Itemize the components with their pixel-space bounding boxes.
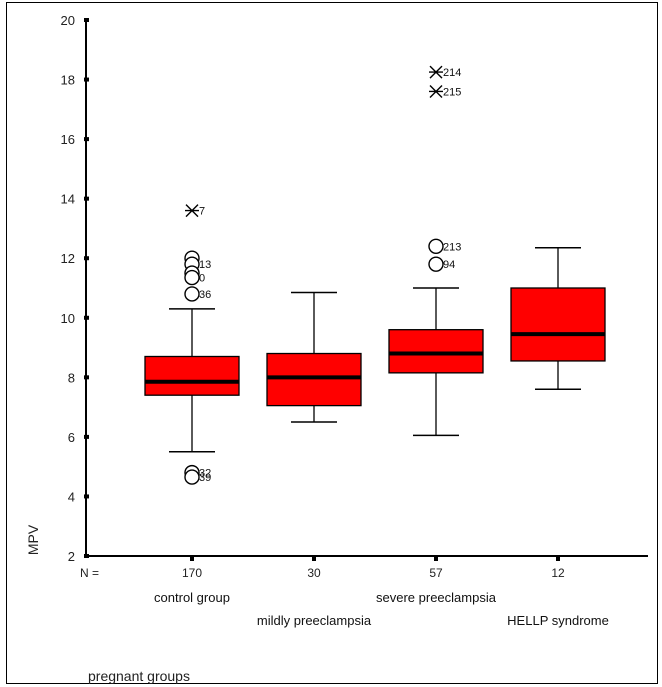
y-tick-8 — [84, 375, 89, 380]
y-tick-label-16: 16 — [61, 132, 75, 147]
box-severe-preeclampsia — [388, 329, 484, 374]
x-axis-title: pregnant groups — [88, 668, 190, 684]
y-tick-label-8: 8 — [68, 370, 75, 385]
y-tick-label-12: 12 — [61, 251, 75, 266]
category-label-severe-preeclampsia: severe preeclampsia — [376, 590, 497, 605]
x-tick-hellp-syndrome — [556, 555, 560, 561]
outlier-circle-control-group-7 — [184, 469, 200, 485]
outlier-circle-severe-preeclampsia-3 — [428, 256, 444, 272]
y-tick-6 — [84, 434, 89, 439]
category-label-mildly-preeclampsia: mildly preeclampsia — [257, 613, 372, 628]
outlier-label-severe-preeclampsia-0: 214 — [443, 67, 461, 79]
y-tick-16 — [84, 137, 89, 142]
outlier-label-control-group-5: 36 — [199, 289, 211, 301]
n-count-severe-preeclampsia: 57 — [429, 566, 443, 580]
x-tick-mildly-preeclampsia — [312, 555, 316, 561]
n-count-mildly-preeclampsia: 30 — [307, 566, 321, 580]
category-label-hellp-syndrome: HELLP syndrome — [507, 613, 609, 628]
y-axis-title: MPV — [25, 524, 41, 555]
box-mildly-preeclampsia — [266, 352, 362, 407]
box-hellp-syndrome — [510, 287, 606, 362]
y-tick-20 — [84, 18, 89, 22]
outlier-star-control-group-0 — [185, 204, 199, 218]
box-control-group — [144, 355, 240, 396]
outlier-label-control-group-6: 32 — [199, 468, 211, 480]
outlier-circle-severe-preeclampsia-2 — [428, 238, 444, 255]
outlier-label-control-group-4: 0 — [199, 273, 205, 285]
y-tick-10 — [84, 315, 89, 320]
outlier-label-control-group-2: 13 — [199, 259, 211, 271]
y-tick-label-4: 4 — [68, 489, 75, 504]
outlier-label-severe-preeclampsia-3: 94 — [443, 259, 455, 271]
n-prefix-label: N = — [80, 566, 99, 580]
outlier-label-severe-preeclampsia-1: 215 — [443, 86, 461, 98]
outlier-label-control-group-0: 7 — [199, 206, 205, 218]
outlier-label-severe-preeclampsia-2: 213 — [443, 241, 461, 253]
y-tick-label-2: 2 — [68, 549, 75, 564]
y-tick-18 — [84, 77, 89, 82]
y-tick-2 — [84, 554, 89, 558]
y-tick-label-6: 6 — [68, 430, 75, 445]
n-count-hellp-syndrome: 12 — [551, 566, 565, 580]
outlier-circle-control-group-5 — [184, 286, 200, 302]
outlier-circle-control-group-4 — [184, 269, 200, 286]
x-tick-control-group — [190, 555, 194, 561]
outlier-label-control-group-7: 39 — [199, 472, 211, 484]
y-tick-label-14: 14 — [61, 192, 75, 207]
y-tick-14 — [84, 196, 89, 201]
category-label-control-group: control group — [154, 590, 230, 605]
y-tick-label-10: 10 — [61, 311, 75, 326]
outlier-star-severe-preeclampsia-0 — [429, 65, 443, 79]
n-count-control-group: 170 — [182, 566, 202, 580]
outlier-star-severe-preeclampsia-1 — [429, 84, 443, 98]
y-tick-label-20: 20 — [61, 13, 75, 28]
y-tick-label-18: 18 — [61, 73, 75, 88]
y-tick-4 — [84, 494, 89, 499]
x-tick-severe-preeclampsia — [434, 555, 438, 561]
chart-frame — [6, 2, 658, 684]
y-tick-12 — [84, 256, 89, 261]
